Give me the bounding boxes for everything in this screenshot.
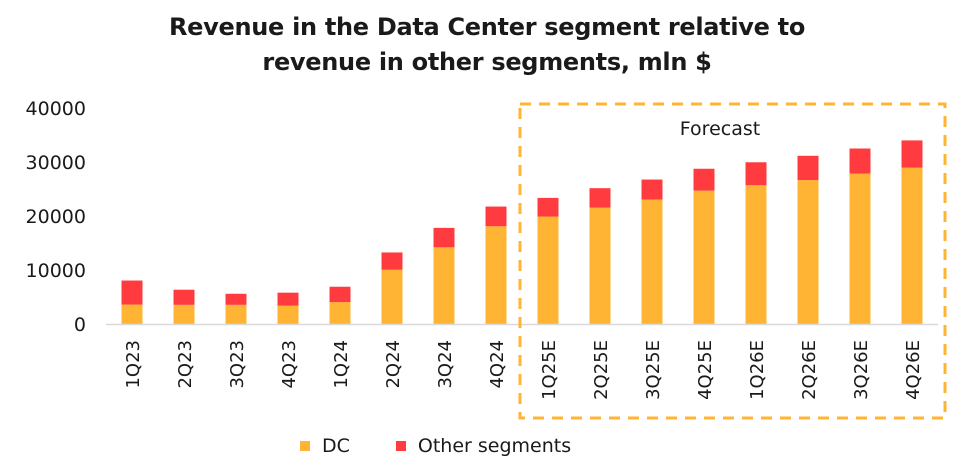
bar-other-segments-4q25e <box>693 168 715 191</box>
y-axis: 0 10000 20000 30000 40000 <box>26 98 86 336</box>
x-tick-label: 2Q23 <box>175 340 196 389</box>
y-tick-label: 40000 <box>26 98 86 120</box>
bar-dc-1q25e <box>537 216 559 324</box>
bar-other-segments-1q24 <box>329 286 351 303</box>
bar-other-segments-2q26e <box>797 155 819 181</box>
x-tick-label: 3Q23 <box>227 340 248 389</box>
chart-title: Revenue in the Data Center segment relat… <box>0 10 974 80</box>
bar-other-segments-3q26e <box>849 148 871 174</box>
x-tick-label: 3Q25E <box>643 340 664 400</box>
bar-other-segments-2q24 <box>381 252 403 270</box>
bar-other-segments-3q23 <box>225 293 247 305</box>
bar-dc-3q26e <box>849 173 871 324</box>
x-tick-label: 2Q24 <box>383 340 404 389</box>
bar-dc-1q24 <box>329 302 351 324</box>
bar-dc-2q25e <box>589 207 611 324</box>
bar-other-segments-4q23 <box>277 292 299 306</box>
legend: DC Other segments <box>300 432 617 460</box>
bar-dc-4q25e <box>693 190 715 324</box>
bar-other-segments-3q24 <box>433 227 455 248</box>
x-tick-label: 2Q26E <box>799 340 820 400</box>
y-tick-label: 20000 <box>26 206 86 228</box>
bar-other-segments-1q25e <box>537 197 559 217</box>
bar-dc-2q23 <box>173 304 195 324</box>
bar-other-segments-2q23 <box>173 289 195 305</box>
x-tick-label: 1Q26E <box>747 340 768 400</box>
chart-title-line-1: Revenue in the Data Center segment relat… <box>168 13 806 41</box>
y-tick-label: 0 <box>74 314 86 336</box>
bar-other-segments-1q23 <box>121 280 143 305</box>
x-tick-label: 4Q23 <box>279 340 300 389</box>
bar-other-segments-4q24 <box>485 206 507 227</box>
bar-other-segments-3q25e <box>641 179 663 200</box>
x-axis: 1Q23 2Q23 3Q23 4Q23 1Q24 2Q24 3Q24 4Q24 1Q25E 2Q2… <box>123 340 924 400</box>
bar-dc-4q26e <box>901 167 923 324</box>
y-tick-label: 30000 <box>26 152 86 174</box>
bar-dc-3q25e <box>641 199 663 324</box>
bar-other-segments-4q26e <box>901 140 923 168</box>
bar-other-segments-1q26e <box>745 162 767 186</box>
forecast-dashed-box <box>518 102 947 420</box>
legend-label-dc: DC <box>322 435 350 457</box>
x-tick-label: 1Q23 <box>123 340 144 389</box>
x-tick-label: 3Q24 <box>435 340 456 389</box>
legend-item-dc[interactable]: DC <box>300 435 350 457</box>
x-tick-label: 3Q26E <box>851 340 872 400</box>
bar-dc-1q23 <box>121 304 143 324</box>
y-tick-label: 10000 <box>26 260 86 282</box>
legend-swatch-dc <box>300 441 310 451</box>
x-tick-label: 4Q26E <box>903 340 924 400</box>
bar-dc-2q24 <box>381 269 403 324</box>
legend-swatch-other-segments <box>395 441 406 451</box>
x-tick-label: 1Q24 <box>331 340 352 389</box>
bar-series <box>121 140 923 324</box>
bar-dc-4q23 <box>277 305 299 324</box>
bar-dc-3q23 <box>225 304 247 324</box>
chart-title-line-2: revenue in other segments, mln $ <box>262 48 712 76</box>
bar-other-segments-2q25e <box>589 188 611 208</box>
x-tick-label: 4Q25E <box>695 340 716 400</box>
x-tick-label: 1Q25E <box>539 340 560 400</box>
bar-dc-4q24 <box>485 226 507 324</box>
x-tick-label: 2Q25E <box>591 340 612 400</box>
bar-dc-3q24 <box>433 247 455 324</box>
bar-dc-1q26e <box>745 185 767 324</box>
legend-label-other-segments: Other segments <box>417 435 572 457</box>
bar-dc-2q26e <box>797 180 819 324</box>
x-tick-label: 4Q24 <box>487 340 508 389</box>
legend-item-other-segments[interactable]: Other segments <box>395 435 572 457</box>
forecast-label: Forecast <box>680 118 760 140</box>
